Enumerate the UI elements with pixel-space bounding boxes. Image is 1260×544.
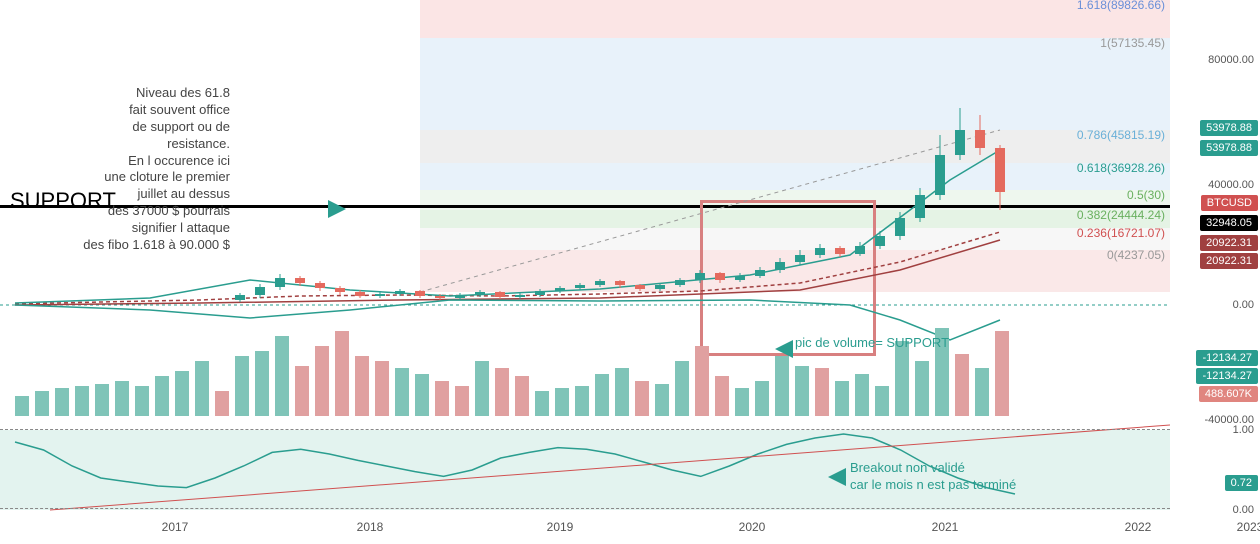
volume-bar [175, 371, 189, 416]
volume-bar [955, 354, 969, 416]
fib-label: 1(57135.45) [1100, 36, 1165, 50]
volume-bar [595, 374, 609, 416]
price-tag: -12134.27 [1196, 350, 1258, 366]
volume-bar [495, 368, 509, 416]
volume-bar [775, 356, 789, 416]
volume-bar [895, 341, 909, 416]
volume-bar [215, 391, 229, 416]
volume-bar [515, 376, 529, 416]
y-tick: 40000.00 [1208, 179, 1254, 191]
volume-bar [635, 381, 649, 416]
price-tag: 488.607K [1199, 386, 1258, 402]
volume-bar [95, 384, 109, 416]
fib-label: 0.236(16721.07) [1077, 226, 1165, 240]
fib-label: 0.5(30) [1127, 188, 1165, 202]
rsi-tick: 0.00 [1233, 504, 1254, 516]
volume-bar [795, 366, 809, 416]
volume-bar [915, 361, 929, 416]
volume-bar [535, 391, 549, 416]
volume-bar [655, 384, 669, 416]
volume-bar [155, 376, 169, 416]
highlight-rect [700, 200, 876, 356]
y-tick: 80000.00 [1208, 54, 1254, 66]
arrow-icon [328, 200, 346, 218]
fib-label: 0(4237.05) [1107, 248, 1165, 262]
price-tag: 53978.88 [1200, 140, 1258, 156]
volume-bar [675, 361, 689, 416]
x-tick: 2022 [1125, 520, 1152, 534]
volume-bar [575, 386, 589, 416]
rsi-tick: 1.00 [1233, 424, 1254, 436]
volume-bar [255, 351, 269, 416]
volume-bar [315, 346, 329, 416]
volume-bar [455, 386, 469, 416]
price-tag: 20922.31 [1200, 235, 1258, 251]
x-tick: 2017 [162, 520, 189, 534]
volume-bar [755, 381, 769, 416]
volume-bar [235, 356, 249, 416]
fib-label: 0.382(24444.24) [1077, 208, 1165, 222]
annotation-main-note: Niveau des 61.8fait souvent officede sup… [83, 85, 230, 254]
volume-bar [355, 356, 369, 416]
volume-bar [295, 366, 309, 416]
volume-bar [135, 386, 149, 416]
volume-bar [115, 381, 129, 416]
x-tick: 2019 [547, 520, 574, 534]
x-tick: 2020 [739, 520, 766, 534]
volume-bar [835, 381, 849, 416]
volume-bar [475, 361, 489, 416]
volume-bar [375, 361, 389, 416]
y-tick: 0.00 [1233, 299, 1254, 311]
price-tag: 0.72 [1225, 475, 1258, 491]
volume-bar [975, 368, 989, 416]
volume-bar [995, 331, 1009, 416]
x-tick: 2018 [357, 520, 384, 534]
volume-bar [715, 376, 729, 416]
price-tag: 53978.88 [1200, 120, 1258, 136]
volume-bar [695, 346, 709, 416]
volume-bar [55, 388, 69, 416]
fib-label: 0.786(45815.19) [1077, 128, 1165, 142]
x-tick: 2021 [932, 520, 959, 534]
fib-label: 0.618(36928.26) [1077, 161, 1165, 175]
volume-bar [195, 361, 209, 416]
volume-bar [875, 386, 889, 416]
volume-bar [15, 396, 29, 416]
volume-bar [395, 368, 409, 416]
volume-bar [615, 368, 629, 416]
fib-label: 1.618(89826.66) [1077, 0, 1165, 12]
annotation-breakout-note: Breakout non validécar le mois n est pas… [850, 460, 1016, 494]
volume-bar [75, 386, 89, 416]
volume-bar [335, 331, 349, 416]
volume-bar [555, 388, 569, 416]
y-axis: 80000.0040000.000.00-40000.001.000.00539… [1170, 0, 1260, 544]
price-tag: BTCUSD [1201, 195, 1258, 211]
volume-bar [735, 388, 749, 416]
price-tag: -12134.27 [1196, 368, 1258, 384]
volume-bar [415, 374, 429, 416]
price-tag: 32948.05 [1200, 215, 1258, 231]
volume-bar [435, 381, 449, 416]
volume-bar [35, 391, 49, 416]
price-chart: SUPPORT Niveau des 61.8fait souvent offi… [0, 0, 1170, 544]
arrow-icon [828, 468, 846, 486]
annotation-volume-note: pic de volume= SUPPORT [795, 335, 949, 352]
arrow-icon [775, 340, 793, 358]
volume-bar [275, 336, 289, 416]
volume-bar [855, 374, 869, 416]
price-tag: 20922.31 [1200, 253, 1258, 269]
volume-bar [815, 368, 829, 416]
